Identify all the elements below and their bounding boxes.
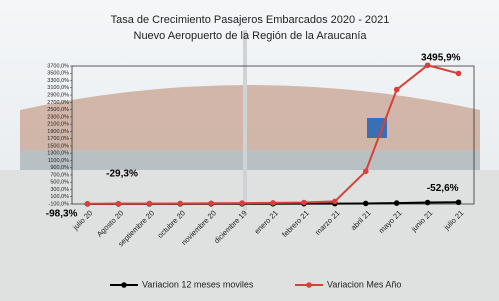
y-tick-label: 1900,0% [47,129,69,135]
legend-marker [306,282,312,288]
point [363,201,369,207]
y-tick-label: 2700,0% [47,100,69,106]
data-label: 3495,9% [421,53,461,64]
y-tick-label: 1500,0% [47,143,69,149]
y-tick-label: 300,0% [50,187,69,193]
chart: Tasa de Crecimiento Pasajeros Embarcados… [0,0,499,301]
point [147,201,153,207]
pole [243,30,247,210]
data-label: -98,3% [46,209,78,220]
legend-label: Variacion Mes Año [327,279,401,289]
y-tick-label: 700,0% [50,172,69,178]
legend-marker [121,282,127,288]
point [116,201,122,207]
y-tick-label: 3300,0% [47,78,69,84]
data-label: -52,6% [427,183,459,194]
point [394,200,400,206]
y-tick-label: 100,0% [50,194,69,200]
y-tick-label: 900,0% [50,165,69,171]
point [456,71,462,77]
point [456,199,462,205]
chart-subtitle: Nuevo Aeropuerto de la Región de la Arau… [134,30,368,42]
y-tick-label: -100,0% [49,201,70,207]
chart-title: Tasa de Crecimiento Pasajeros Embarcados… [111,14,390,26]
point [270,200,276,206]
point [85,201,91,207]
y-tick-label: 3500,0% [47,71,69,77]
y-tick-label: 3700,0% [47,63,69,69]
y-tick-label: 2300,0% [47,114,69,120]
data-label: -29,3% [106,169,138,180]
legend-label: Variacion 12 meses moviles [142,279,254,289]
y-tick-label: 1700,0% [47,136,69,142]
y-tick-label: 1100,0% [48,158,69,164]
point [394,87,400,93]
point [332,199,338,205]
building-facade [20,150,480,170]
y-tick-label: 2500,0% [47,107,69,113]
y-tick-label: 2900,0% [47,93,69,99]
y-tick-label: 1300,0% [47,151,69,157]
point [425,200,431,206]
y-tick-label: 500,0% [50,180,69,186]
point [239,200,245,206]
point [301,200,307,206]
point [208,200,214,206]
y-tick-label: 2100,0% [47,122,69,128]
point [363,169,369,175]
y-tick-label: 3100,0% [47,85,69,91]
point [177,201,183,207]
